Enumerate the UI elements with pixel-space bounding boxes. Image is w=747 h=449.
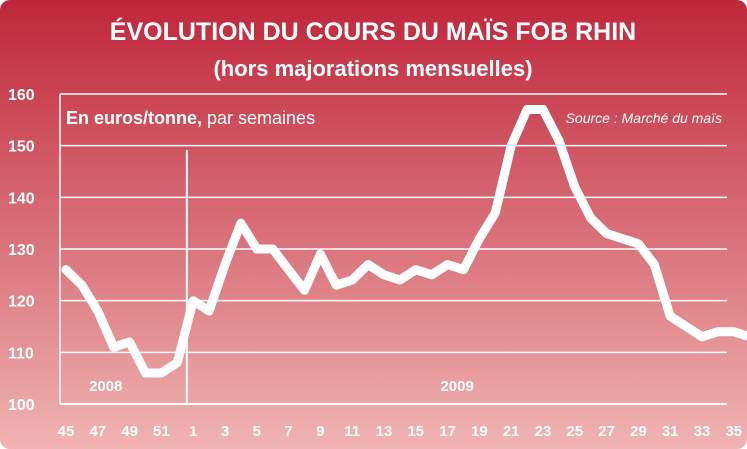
x-tick-label: 7 xyxy=(284,423,292,440)
x-axis-ticks: 45 47 49 51 1 3 5 7 9 11 13 15 17 19 21 23 25 27 29 31 33 35 xyxy=(58,423,742,440)
x-tick-label: 9 xyxy=(316,423,324,440)
series-lines xyxy=(61,105,747,378)
y-tick-label: 100 xyxy=(8,397,35,414)
x-tick-label: 5 xyxy=(253,423,261,440)
x-tick-label: 17 xyxy=(439,423,456,440)
y-tick-label: 140 xyxy=(8,190,35,207)
x-tick-label: 27 xyxy=(598,423,615,440)
source-label: Source : Marché du maïs xyxy=(566,110,722,126)
x-tick-label: 21 xyxy=(503,423,520,440)
x-tick-label: 49 xyxy=(121,423,138,440)
x-tick-label: 35 xyxy=(725,423,742,440)
x-tick-label: 3 xyxy=(221,423,229,440)
chart-subtitle: (hors majorations mensuelles) xyxy=(213,56,532,81)
gridlines xyxy=(59,93,727,405)
unit-label-rest: par semaines xyxy=(202,108,315,128)
x-tick-label: 15 xyxy=(407,423,424,440)
x-tick-label: 19 xyxy=(471,423,488,440)
unit-label-bold: En euros/tonne, xyxy=(66,108,202,128)
x-tick-label: 11 xyxy=(344,423,360,440)
y-tick-label: 160 xyxy=(8,87,35,104)
y-axis-ticks: 100 110 120 130 140 150 160 xyxy=(8,87,35,414)
x-tick-label: 31 xyxy=(662,423,679,440)
x-tick-label: 1 xyxy=(189,423,197,440)
series-line-1 xyxy=(61,105,747,378)
unit-label: En euros/tonne, par semaines xyxy=(66,108,315,128)
y-tick-label: 150 xyxy=(8,139,35,156)
x-tick-label: 13 xyxy=(376,423,393,440)
x-tick-label: 47 xyxy=(89,423,106,440)
y-tick-label: 120 xyxy=(8,294,35,311)
year-labels: 2008 2009 xyxy=(89,378,474,395)
x-tick-label: 33 xyxy=(694,423,711,440)
x-tick-label: 29 xyxy=(630,423,647,440)
x-tick-label: 51 xyxy=(153,423,170,440)
year-label: 2008 xyxy=(89,378,122,395)
x-tick-label: 45 xyxy=(58,423,75,440)
year-label: 2009 xyxy=(440,378,473,395)
y-tick-label: 110 xyxy=(8,345,34,362)
x-tick-label: 23 xyxy=(535,423,552,440)
x-tick-label: 25 xyxy=(566,423,583,440)
chart-title: ÉVOLUTION DU COURS DU MAÏS FOB RHIN xyxy=(110,17,636,46)
y-tick-label: 130 xyxy=(8,242,35,259)
